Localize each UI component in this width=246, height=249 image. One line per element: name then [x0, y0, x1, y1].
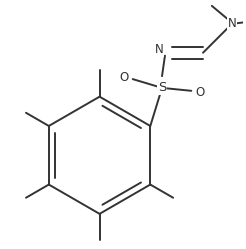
Text: O: O	[196, 86, 205, 99]
Text: N: N	[228, 17, 237, 30]
Text: O: O	[119, 71, 128, 84]
Text: S: S	[158, 81, 166, 94]
Text: N: N	[155, 43, 163, 56]
